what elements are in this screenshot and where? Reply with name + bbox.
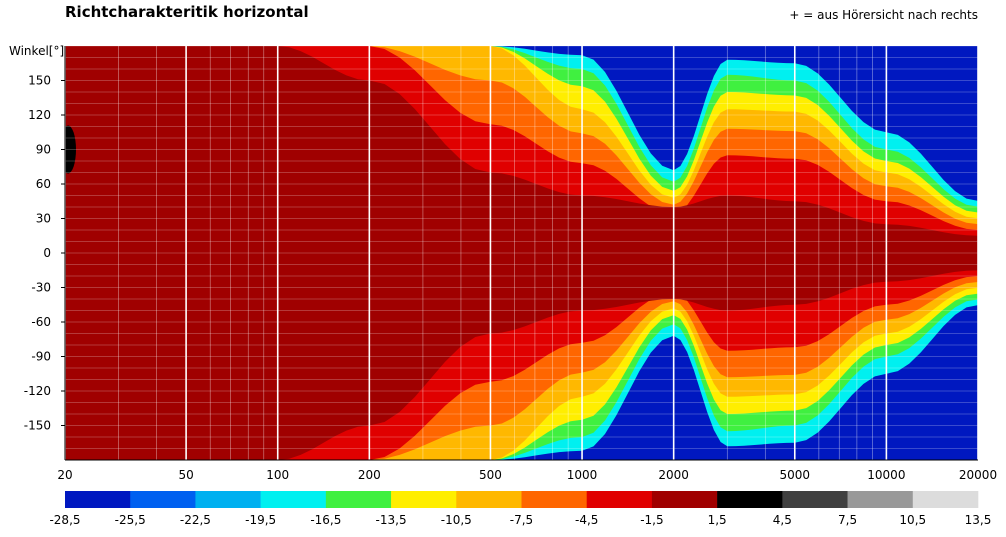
- colorbar-tick-label: -28,5: [49, 513, 80, 527]
- colorbar-tick-label: 13,5: [965, 513, 992, 527]
- colorbar-tick-label: 4,5: [773, 513, 792, 527]
- colorbar-segment: [456, 491, 522, 508]
- contour-region-m13_5: [65, 46, 978, 460]
- colorbar-segment: [586, 491, 653, 508]
- colorbar-tick-label: 10,5: [899, 513, 926, 527]
- contour-region-m1_5: [65, 46, 978, 460]
- colorbar-tick-label: -4,5: [575, 513, 598, 527]
- colorbar-segment: [325, 491, 392, 508]
- contour-region-m4_5: [65, 46, 978, 460]
- x-tick-label: 500: [479, 468, 502, 482]
- x-tick-label: 200: [358, 468, 381, 482]
- y-tick-label: 60: [36, 177, 51, 191]
- x-tick-label: 10000: [867, 468, 905, 482]
- chart-note: + = aus Hörersicht nach rechts: [789, 8, 978, 22]
- colorbar-segment: [130, 491, 196, 508]
- contour-region-m16_5: [65, 46, 978, 460]
- y-tick-label: -60: [31, 315, 51, 329]
- y-tick-label: 30: [36, 212, 51, 226]
- contour-region-m10_5: [65, 46, 978, 460]
- y-tick-label: -120: [24, 384, 51, 398]
- grid-lines: [64, 45, 979, 461]
- colorbar-segment: [391, 491, 457, 508]
- colorbar-tick-label: 1,5: [708, 513, 727, 527]
- x-tick-label: 100: [266, 468, 289, 482]
- heatmap-background: [65, 46, 978, 460]
- contour-region-m7_5: [65, 46, 978, 460]
- colorbar-tick-label: 7,5: [838, 513, 857, 527]
- colorbar-segment: [717, 491, 783, 508]
- y-tick-label: -150: [24, 419, 51, 433]
- colorbar-segment: [260, 491, 327, 508]
- colorbar-tick-label: -10,5: [441, 513, 472, 527]
- colorbar-segment: [521, 491, 588, 508]
- y-tick-label: 90: [36, 143, 51, 157]
- x-tick-label: 20000: [959, 468, 997, 482]
- y-tick-label: -90: [31, 350, 51, 364]
- chart-title: Richtcharakteritik horizontal: [65, 3, 309, 21]
- colorbar-segment: [195, 491, 261, 508]
- colorbar-tick-label: -7,5: [510, 513, 533, 527]
- y-tick-label: 0: [43, 246, 51, 260]
- colorbar-tick-label: -16,5: [310, 513, 341, 527]
- heatmap-regions: [65, 46, 978, 460]
- colorbar-segment: [65, 491, 131, 508]
- colorbar-segment: [651, 491, 718, 508]
- x-tick-label: 50: [178, 468, 193, 482]
- y-axis-label: Winkel[°]: [9, 44, 65, 58]
- colorbar-segment: [782, 491, 848, 508]
- y-tick-label: -30: [31, 281, 51, 295]
- colorbar-segment: [912, 491, 979, 508]
- colorbar-tick-label: -19,5: [245, 513, 276, 527]
- x-tick-label: 5000: [779, 468, 810, 482]
- colorbar-tick-label: -13,5: [376, 513, 407, 527]
- x-tick-label: 20: [57, 468, 72, 482]
- y-tick-label: 150: [28, 74, 51, 88]
- x-tick-label: 1000: [567, 468, 598, 482]
- contour-region-m19_5: [65, 46, 978, 460]
- x-tick-label: 2000: [658, 468, 689, 482]
- peak-spot: [65, 125, 76, 174]
- colorbar-segment: [847, 491, 914, 508]
- colorbar-tick-label: -22,5: [180, 513, 211, 527]
- y-tick-label: 120: [28, 108, 51, 122]
- colorbar-tick-label: -25,5: [115, 513, 146, 527]
- colorbar-tick-label: -1,5: [640, 513, 663, 527]
